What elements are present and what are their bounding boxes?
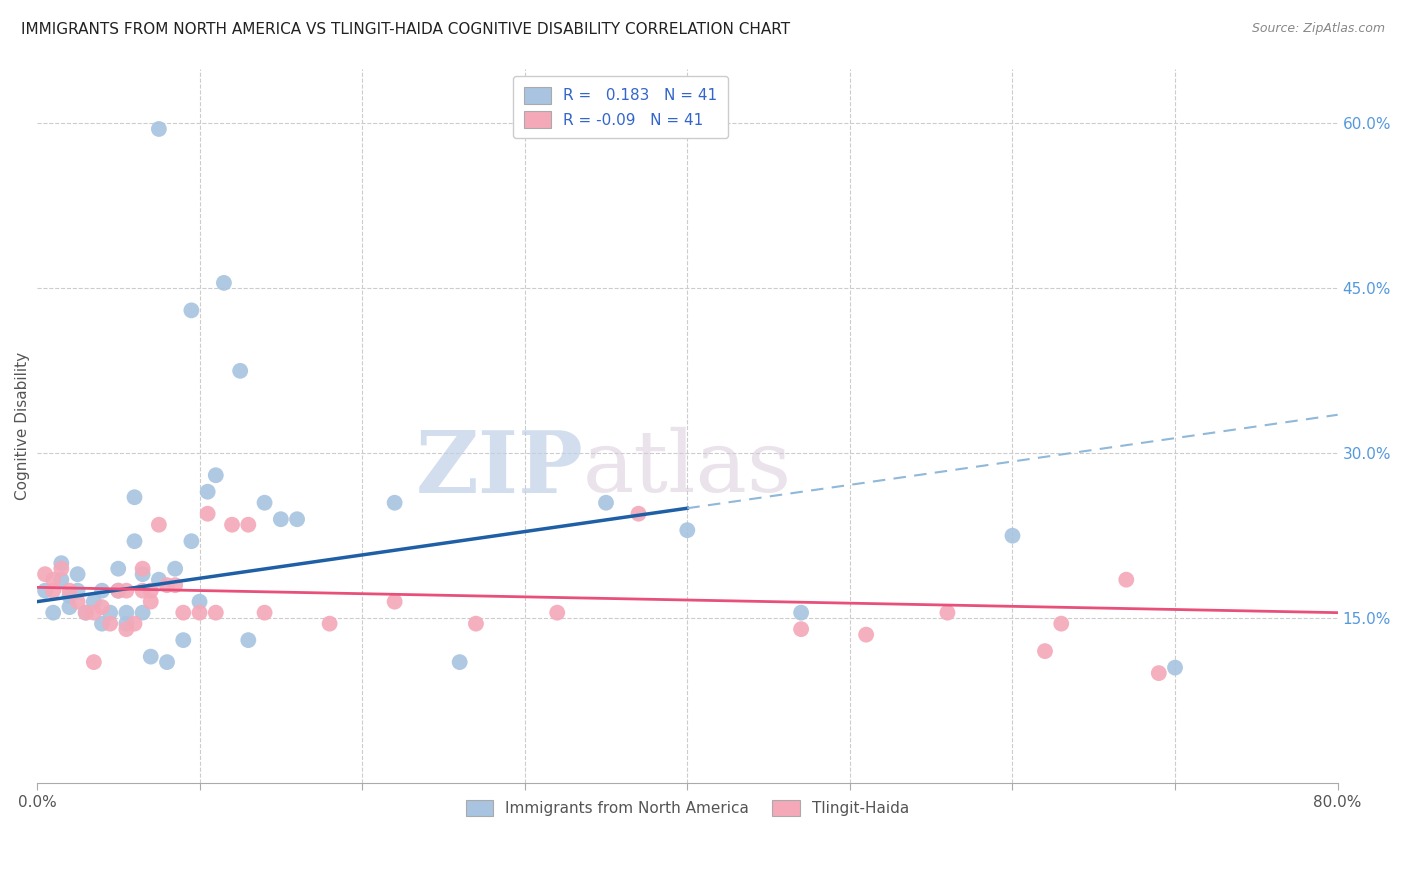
Legend: Immigrants from North America, Tlingit-Haida: Immigrants from North America, Tlingit-H… bbox=[457, 790, 918, 825]
Point bbox=[58, 583, 80, 598]
Point bbox=[148, 573, 170, 587]
Point bbox=[188, 595, 211, 609]
Point bbox=[131, 606, 153, 620]
Point bbox=[98, 606, 121, 620]
Point bbox=[131, 567, 153, 582]
Point bbox=[66, 583, 89, 598]
Point bbox=[384, 595, 406, 609]
Point bbox=[156, 655, 179, 669]
Point bbox=[627, 507, 650, 521]
Point bbox=[91, 583, 114, 598]
Point bbox=[180, 303, 202, 318]
Point bbox=[1164, 660, 1187, 674]
Point bbox=[221, 517, 243, 532]
Point bbox=[91, 600, 114, 615]
Point bbox=[546, 606, 568, 620]
Point bbox=[197, 484, 219, 499]
Text: ZIP: ZIP bbox=[416, 426, 583, 510]
Point bbox=[676, 523, 699, 537]
Point bbox=[42, 573, 65, 587]
Point bbox=[180, 534, 202, 549]
Point bbox=[75, 606, 97, 620]
Point bbox=[75, 606, 97, 620]
Point bbox=[464, 616, 486, 631]
Point bbox=[285, 512, 308, 526]
Point bbox=[595, 496, 617, 510]
Point bbox=[58, 589, 80, 603]
Point bbox=[83, 655, 105, 669]
Point bbox=[83, 606, 105, 620]
Point bbox=[58, 600, 80, 615]
Point bbox=[165, 562, 187, 576]
Point bbox=[115, 622, 138, 636]
Point bbox=[148, 122, 170, 136]
Point bbox=[212, 276, 235, 290]
Point bbox=[188, 606, 211, 620]
Point bbox=[172, 606, 194, 620]
Point bbox=[165, 578, 187, 592]
Point bbox=[139, 649, 162, 664]
Point bbox=[172, 633, 194, 648]
Point bbox=[124, 534, 146, 549]
Point bbox=[229, 364, 252, 378]
Y-axis label: Cognitive Disability: Cognitive Disability bbox=[15, 351, 30, 500]
Point bbox=[124, 490, 146, 504]
Point bbox=[253, 496, 276, 510]
Point bbox=[790, 606, 813, 620]
Point bbox=[51, 562, 73, 576]
Point bbox=[83, 595, 105, 609]
Point bbox=[1147, 666, 1170, 681]
Point bbox=[156, 578, 179, 592]
Point bbox=[139, 595, 162, 609]
Point bbox=[42, 606, 65, 620]
Point bbox=[91, 616, 114, 631]
Point bbox=[51, 573, 73, 587]
Point bbox=[204, 606, 226, 620]
Point bbox=[107, 583, 129, 598]
Point bbox=[51, 556, 73, 570]
Point bbox=[1033, 644, 1056, 658]
Text: atlas: atlas bbox=[583, 427, 793, 510]
Point bbox=[449, 655, 471, 669]
Point bbox=[238, 633, 260, 648]
Point bbox=[197, 507, 219, 521]
Point bbox=[124, 616, 146, 631]
Point bbox=[107, 583, 129, 598]
Point bbox=[107, 562, 129, 576]
Point bbox=[139, 583, 162, 598]
Point bbox=[115, 606, 138, 620]
Point bbox=[384, 496, 406, 510]
Point bbox=[115, 583, 138, 598]
Point bbox=[204, 468, 226, 483]
Point bbox=[790, 622, 813, 636]
Point bbox=[1115, 573, 1137, 587]
Point bbox=[66, 595, 89, 609]
Point bbox=[34, 583, 56, 598]
Point bbox=[98, 616, 121, 631]
Point bbox=[115, 616, 138, 631]
Point bbox=[936, 606, 959, 620]
Point bbox=[270, 512, 292, 526]
Point bbox=[34, 567, 56, 582]
Point bbox=[66, 567, 89, 582]
Text: Source: ZipAtlas.com: Source: ZipAtlas.com bbox=[1251, 22, 1385, 36]
Text: IMMIGRANTS FROM NORTH AMERICA VS TLINGIT-HAIDA COGNITIVE DISABILITY CORRELATION : IMMIGRANTS FROM NORTH AMERICA VS TLINGIT… bbox=[21, 22, 790, 37]
Point bbox=[318, 616, 340, 631]
Point bbox=[148, 517, 170, 532]
Point bbox=[253, 606, 276, 620]
Point bbox=[1001, 529, 1024, 543]
Point bbox=[238, 517, 260, 532]
Point bbox=[855, 627, 877, 641]
Point bbox=[131, 583, 153, 598]
Point bbox=[42, 583, 65, 598]
Point bbox=[1050, 616, 1073, 631]
Point bbox=[131, 562, 153, 576]
